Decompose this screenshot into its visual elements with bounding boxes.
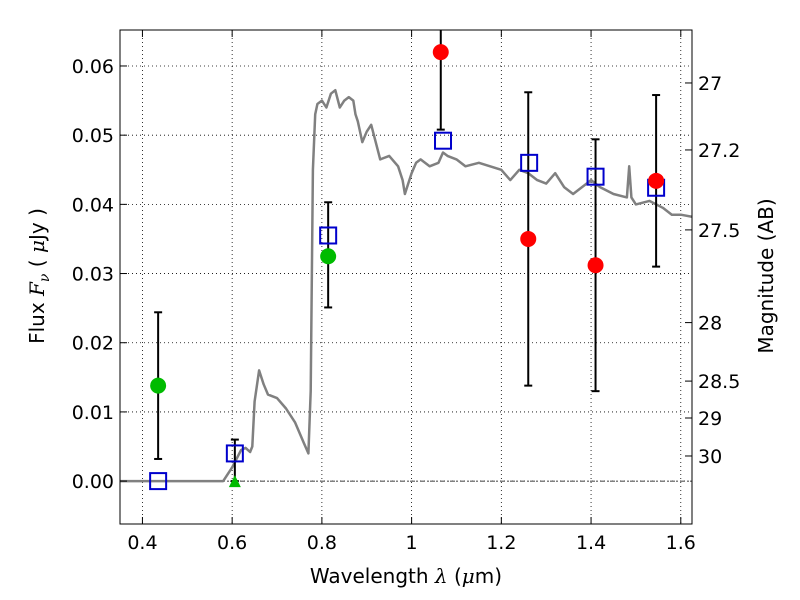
mag-tick-label: 27.5 [698, 220, 740, 242]
green-detection-point [320, 248, 337, 265]
model-band-square [149, 472, 168, 491]
model-band-square [520, 153, 539, 172]
y-tick-label: 0.00 [72, 471, 114, 493]
model-band-square [434, 131, 453, 150]
green-detection-point [150, 377, 167, 394]
model-band-square [319, 226, 338, 245]
y-tick-label: 0.06 [72, 56, 114, 78]
mag-tick-label: 28 [698, 313, 722, 335]
model-spectrum-line [120, 88, 692, 483]
x-tick-label: 1.2 [486, 532, 516, 554]
axis-ticks: 0.4 0.6 0.8 1 1.2 1.4 1.6 0.00 0.01 0.02 0.03 0.04 0… [72, 30, 740, 554]
y-tick-label: 0.05 [72, 125, 114, 147]
x-tick-label: 1.4 [576, 532, 606, 554]
plot-frame [119, 29, 693, 525]
red-detection-point [648, 172, 665, 189]
red-detection-point [587, 257, 604, 274]
x-axis-label: Wavelength λ (μm) [310, 564, 502, 588]
model-band-square [586, 167, 605, 186]
mag-tick-label: 30 [698, 446, 722, 468]
x-tick-label: 1.6 [666, 532, 696, 554]
model-band-square [225, 444, 244, 463]
plot-area [120, 30, 692, 524]
mag-tick-label: 27.2 [698, 140, 740, 162]
y2-axis-label: Magnitude (AB) [754, 198, 778, 353]
y-axis-label: Flux Fν ( μJy ) [25, 208, 53, 344]
mag-tick-label: 27 [698, 73, 722, 95]
x-tick-label: 0.8 [307, 532, 337, 554]
x-tick-label: 0.6 [217, 532, 247, 554]
y-tick-label: 0.01 [72, 402, 114, 424]
x-tick-label: 0.4 [127, 532, 157, 554]
red-detection-point [520, 230, 537, 247]
x-tick-label: 1 [406, 532, 418, 554]
mag-tick-label: 29 [698, 408, 722, 430]
mag-tick-label: 28.5 [698, 371, 740, 393]
upper-limit-triangle [228, 475, 241, 488]
y-tick-label: 0.04 [72, 194, 114, 216]
red-detection-point [432, 44, 449, 61]
y-tick-label: 0.03 [72, 264, 114, 286]
y-tick-label: 0.02 [72, 333, 114, 355]
